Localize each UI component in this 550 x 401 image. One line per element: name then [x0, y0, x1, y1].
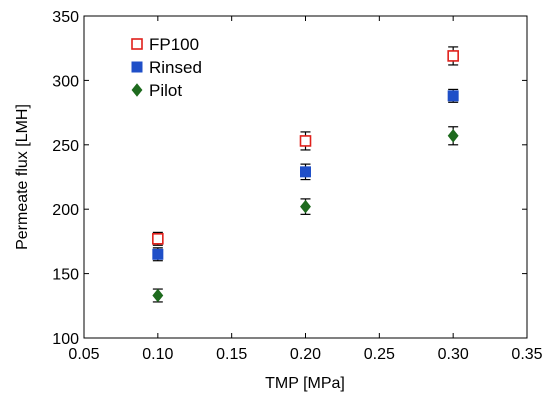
y-tick-label: 350 — [52, 9, 79, 26]
y-tick-label: 150 — [52, 267, 79, 284]
y-axis-label: Permeate flux [LMH] — [14, 104, 31, 250]
legend-fp100-marker — [131, 38, 143, 50]
pilot-point — [447, 128, 459, 143]
data-points — [152, 46, 459, 303]
fp100-point — [299, 135, 312, 147]
rinsed-point — [152, 248, 164, 260]
rinsed-point — [300, 166, 311, 178]
y-tick-label: 100 — [52, 331, 79, 348]
x-tick-label: 0.20 — [290, 346, 321, 363]
fp100-point — [152, 233, 164, 245]
x-axis-label: TMP [MPa] — [265, 375, 345, 392]
legend-pilot-marker — [131, 83, 143, 97]
x-tick-label: 0.15 — [216, 346, 247, 363]
legend: FP100 Rinsed Pilot — [131, 35, 202, 100]
x-tick-label: 0.10 — [142, 346, 173, 363]
legend-rinsed-label: Rinsed — [149, 58, 202, 77]
x-tick-label: 0.35 — [511, 346, 542, 363]
y-tick-label: 300 — [52, 73, 79, 90]
rinsed-point — [447, 90, 459, 102]
legend-fp100-label: FP100 — [149, 35, 199, 54]
x-axis: 0.05 0.10 0.15 0.20 0.25 0.30 0.35 — [68, 16, 543, 363]
x-tick-label: 0.25 — [364, 346, 395, 363]
legend-pilot-label: Pilot — [149, 81, 182, 100]
pilot-point — [152, 288, 164, 303]
y-tick-label: 200 — [52, 202, 79, 219]
x-tick-label: 0.30 — [438, 346, 469, 363]
y-axis: 100 150 200 250 300 350 — [52, 9, 527, 348]
y-tick-label: 250 — [52, 138, 79, 155]
legend-rinsed-marker — [131, 61, 143, 73]
fp100-point — [447, 50, 459, 62]
pilot-point — [300, 199, 311, 214]
x-tick-label: 0.05 — [68, 346, 99, 363]
